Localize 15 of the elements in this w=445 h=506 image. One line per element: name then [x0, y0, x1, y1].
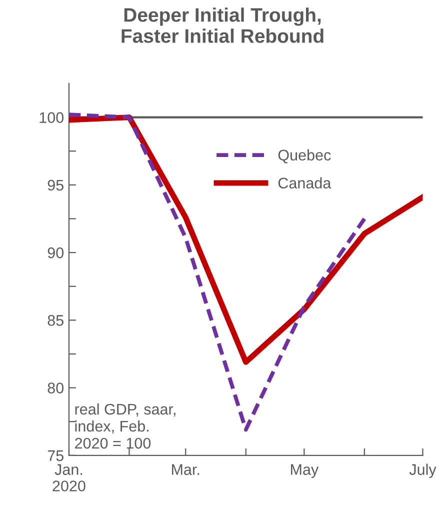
y-tick-label: 80 [48, 382, 64, 394]
legend-label: Quebec [278, 149, 331, 164]
annotation: real GDP, saar, index, Feb. 2020 = 100 [75, 403, 176, 449]
y-tick-label: 90 [48, 247, 64, 258]
y-tick-label: 85 [48, 315, 64, 326]
y-tick-label: 100 [40, 112, 64, 123]
x-tick-label: July [409, 464, 436, 478]
x-tick-label: Mar. [172, 464, 200, 475]
legend-label: Canada [278, 177, 332, 189]
chart-title: Deeper Initial Trough, Faster Initial Rebound [122, 8, 324, 43]
x-tick-label: Jan. 2020 [52, 464, 86, 492]
y-tick-label: 75 [48, 450, 64, 462]
x-tick-label: May [291, 464, 319, 478]
line-series [68, 112, 366, 432]
y-tick-label: 95 [48, 180, 64, 191]
